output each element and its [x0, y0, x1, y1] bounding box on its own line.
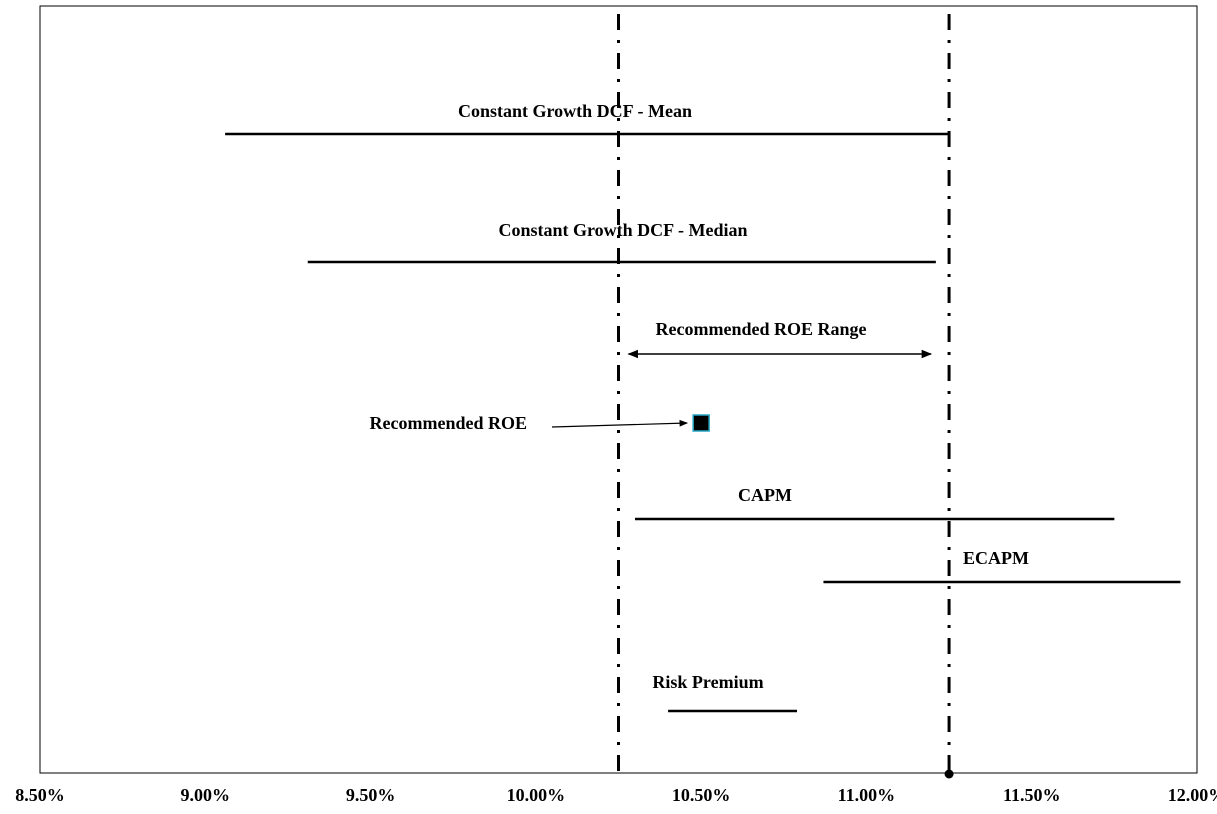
recommended-roe-arrow	[551, 419, 688, 428]
x-tick-label: 10.00%	[507, 785, 566, 805]
range-bar-label: Constant Growth DCF - Median	[498, 220, 747, 240]
x-tick-label: 12.00%	[1168, 785, 1217, 805]
range-bar-label: Risk Premium	[652, 672, 763, 692]
recommended-roe-label: Recommended ROE	[370, 413, 527, 433]
plot-frame	[39, 5, 1198, 774]
x-tick-label: 9.00%	[181, 785, 231, 805]
x-tick-label: 11.50%	[1003, 785, 1061, 805]
x-tick-label: 8.50%	[15, 785, 65, 805]
x-tick-label: 9.50%	[346, 785, 396, 805]
method-range-bars: Constant Growth DCF - Mean Constant Growt…	[225, 101, 1181, 713]
recommended-range-guides	[617, 14, 954, 779]
range-bar-label: Constant Growth DCF - Mean	[458, 101, 692, 121]
range-bar-label: ECAPM	[963, 548, 1029, 568]
recommended-roe-marker	[692, 414, 710, 432]
guide-end-dot	[944, 769, 954, 779]
recommended-range-label: Recommended ROE Range	[656, 319, 867, 339]
x-tick-label: 10.50%	[672, 785, 731, 805]
range-bar-label: CAPM	[738, 485, 792, 505]
x-tick-label: 11.00%	[838, 785, 896, 805]
x-axis-tick-labels: 8.50% 9.00% 9.50% 10.00% 10.50% 11.00% 11.50% 1…	[15, 785, 1217, 805]
recommended-annotations: Recommended ROE Range Recommended ROE	[370, 319, 933, 433]
